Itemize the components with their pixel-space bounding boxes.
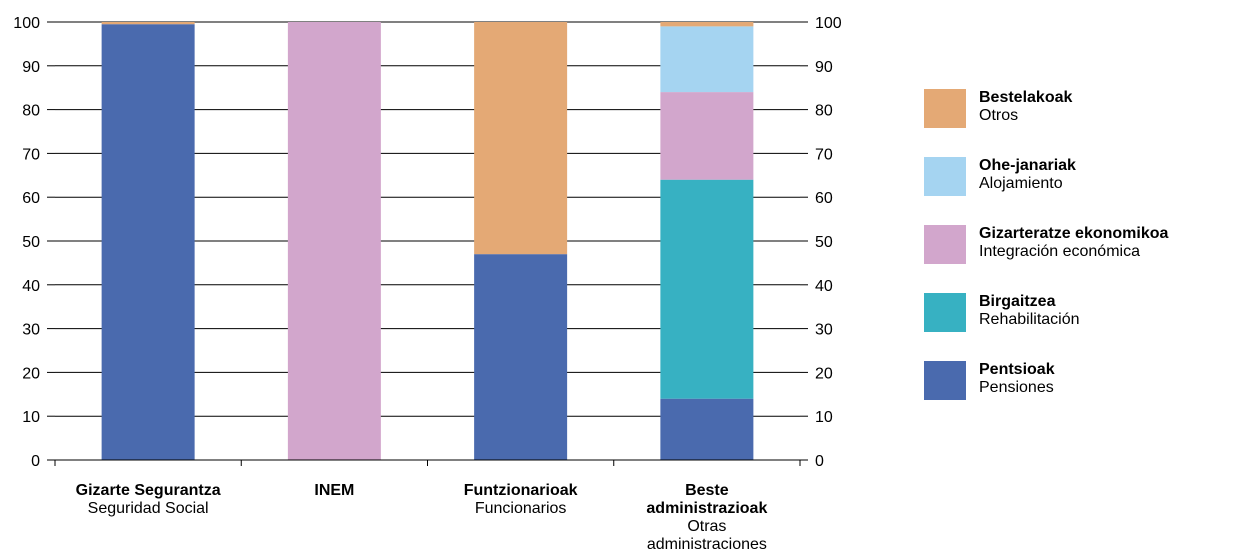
y-axis-right-ticks: 0 10 20 30 40 50 60 70 80 90 100 bbox=[815, 15, 842, 470]
y-tick-label-left: 80 bbox=[22, 103, 40, 120]
y-tick-label-right: 100 bbox=[815, 15, 842, 32]
y-tick-label-left: 100 bbox=[13, 15, 40, 32]
category-label: Funtzionarioak bbox=[464, 482, 578, 499]
category-label: Beste bbox=[685, 482, 729, 499]
legend-item: Pentsioak Pensiones bbox=[924, 360, 1233, 428]
bar-segment bbox=[474, 254, 568, 460]
y-tick-label-right: 80 bbox=[815, 103, 833, 120]
legend: Bestelakoak Otros Ohe-janariak Alojamiento G… bbox=[924, 88, 1233, 428]
legend-label: Birgaitzea bbox=[979, 293, 1056, 310]
y-tick-label-left: 90 bbox=[22, 59, 40, 76]
legend-swatch bbox=[924, 293, 966, 332]
legend-label: Gizarteratze ekonomikoa bbox=[979, 225, 1169, 242]
y-tick-label-right: 90 bbox=[815, 59, 833, 76]
bars bbox=[101, 22, 754, 460]
y-tick-label-left: 30 bbox=[22, 322, 40, 339]
legend-sublabel: Rehabilitación bbox=[979, 311, 1080, 328]
y-tick-label-left: 0 bbox=[31, 453, 40, 470]
category-label: INEM bbox=[314, 482, 354, 499]
legend-label: Ohe-janariak bbox=[979, 157, 1076, 174]
y-tick-label-right: 70 bbox=[815, 146, 833, 163]
y-axis-left-ticks: 0 10 20 30 40 50 60 70 80 90 100 bbox=[13, 15, 40, 470]
category-sublabel: Funcionarios bbox=[475, 500, 567, 517]
legend-swatch bbox=[924, 225, 966, 264]
category-sublabel: Seguridad Social bbox=[88, 500, 209, 517]
bar-segment bbox=[660, 179, 754, 399]
legend-sublabel: Integración económica bbox=[979, 243, 1140, 260]
legend-swatch bbox=[924, 89, 966, 128]
legend-sublabel: Pensiones bbox=[979, 379, 1054, 396]
bar-segment bbox=[660, 92, 754, 180]
y-tick-label-left: 60 bbox=[22, 190, 40, 207]
legend-item: Bestelakoak Otros bbox=[924, 88, 1233, 156]
bar-segment bbox=[474, 22, 568, 255]
y-tick-label-left: 10 bbox=[22, 409, 40, 426]
legend-item: Gizarteratze ekonomikoa Integración econó… bbox=[924, 224, 1233, 292]
y-tick-label-right: 40 bbox=[815, 278, 833, 295]
category-label: administrazioak bbox=[646, 500, 767, 517]
y-tick-label-left: 70 bbox=[22, 146, 40, 163]
bar-segment bbox=[660, 398, 754, 460]
legend-sublabel: Alojamiento bbox=[979, 175, 1063, 192]
y-tick-label-left: 20 bbox=[22, 365, 40, 382]
legend-label: Bestelakoak bbox=[979, 89, 1073, 106]
y-tick-label-right: 10 bbox=[815, 409, 833, 426]
bar-segment bbox=[101, 22, 195, 25]
legend-item: Birgaitzea Rehabilitación bbox=[924, 292, 1233, 360]
y-tick-label-right: 20 bbox=[815, 365, 833, 382]
bar-segment bbox=[660, 22, 754, 27]
y-tick-label-right: 0 bbox=[815, 453, 824, 470]
bar-segment bbox=[101, 24, 195, 460]
bar-segment bbox=[660, 26, 754, 93]
category-label: Gizarte Segurantza bbox=[76, 482, 221, 499]
legend-label: Pentsioak bbox=[979, 361, 1055, 378]
y-tick-label-left: 50 bbox=[22, 234, 40, 251]
y-tick-label-right: 50 bbox=[815, 234, 833, 251]
legend-swatch bbox=[924, 361, 966, 400]
legend-swatch bbox=[924, 157, 966, 196]
bar-segment bbox=[287, 22, 381, 460]
axes bbox=[47, 21, 808, 466]
stacked-bar-chart: 0 10 20 30 40 50 60 70 80 90 100 0 10 20 30 40 50 60 70 80… bbox=[13, 15, 842, 553]
y-tick-label-right: 30 bbox=[815, 322, 833, 339]
category-sublabel: administraciones bbox=[647, 536, 767, 553]
legend-sublabel: Otros bbox=[979, 107, 1019, 124]
y-tick-label-left: 40 bbox=[22, 278, 40, 295]
y-tick-label-right: 60 bbox=[815, 190, 833, 207]
legend-item: Ohe-janariak Alojamiento bbox=[924, 156, 1233, 224]
category-sublabel: Otras bbox=[687, 518, 726, 535]
